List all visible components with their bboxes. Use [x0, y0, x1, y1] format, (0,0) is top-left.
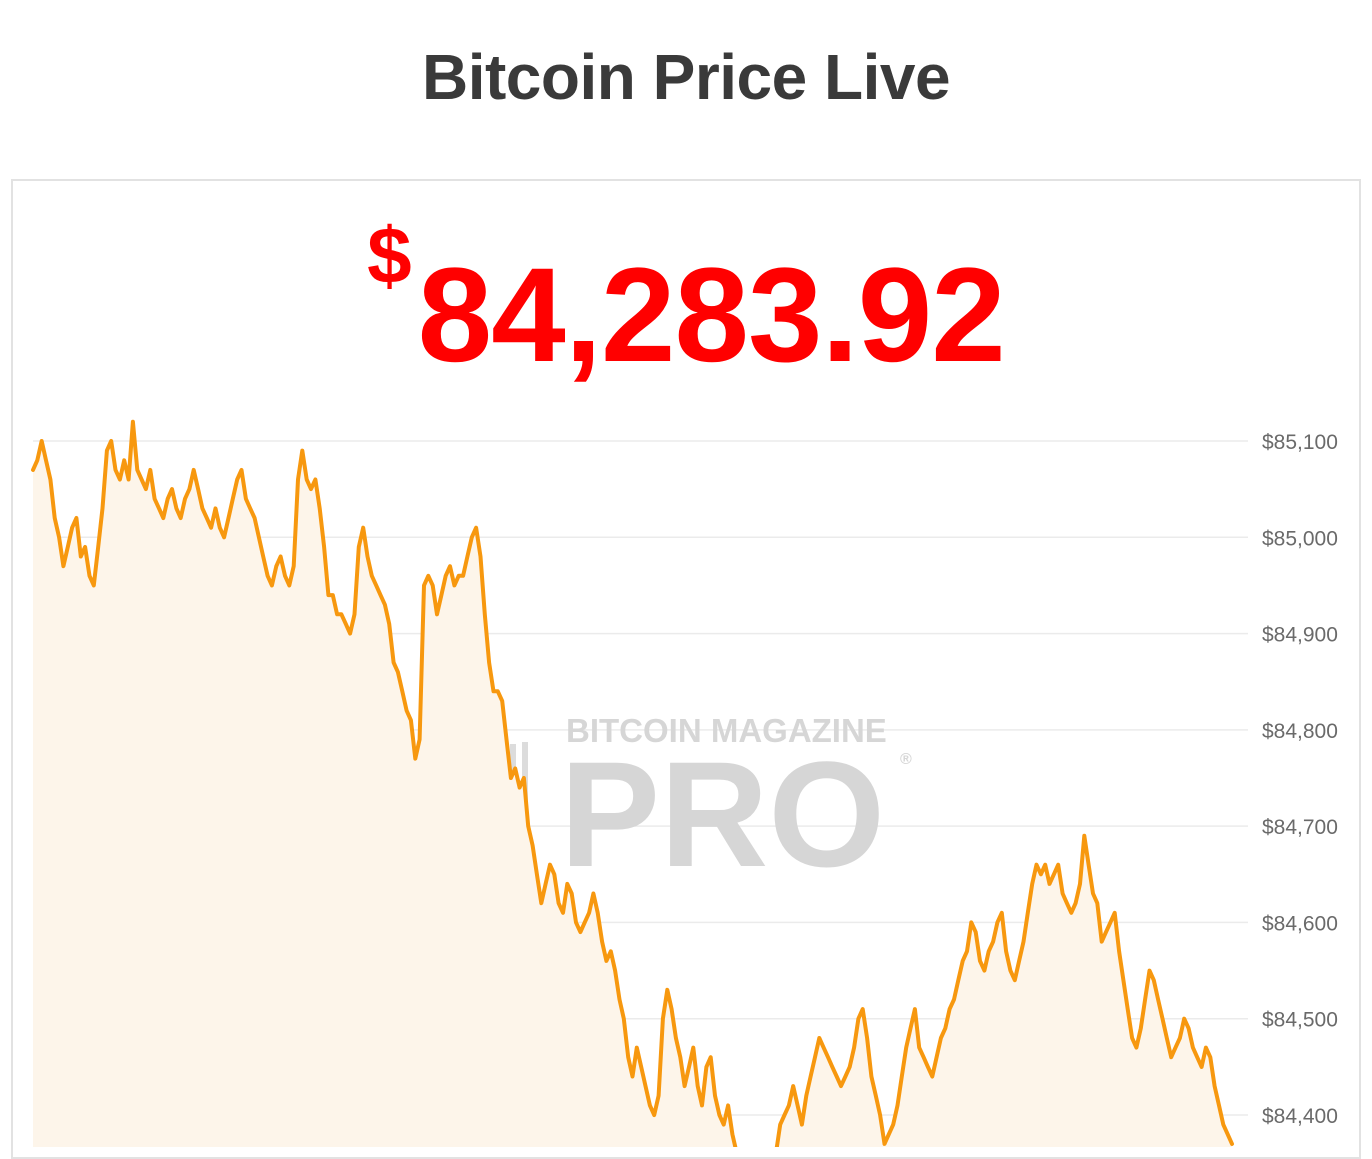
y-tick-label: $84,400	[1262, 1105, 1338, 1128]
y-axis-tick-labels: $85,100 $85,000 $84,900 $84,800 $84,700 $84,6…	[1262, 431, 1338, 1128]
y-tick-label: $84,700	[1262, 816, 1338, 839]
price-series-line	[31, 419, 1234, 1147]
watermark-line2: PRO	[560, 730, 885, 898]
y-tick-label: $84,600	[1262, 912, 1338, 935]
watermark-line1: BITCOIN MAGAZINE	[566, 712, 887, 749]
current-price: $84,283.92	[0, 210, 1372, 392]
y-tick-label: $84,800	[1262, 720, 1338, 743]
y-tick-label: $84,900	[1262, 624, 1338, 647]
price-value: 84,283.92	[417, 241, 1006, 390]
watermark-registered-mark: ®	[900, 751, 912, 768]
currency-symbol: $	[367, 211, 412, 300]
y-tick-label: $84,500	[1262, 1009, 1338, 1032]
page-title: Bitcoin Price Live	[421, 41, 951, 113]
y-tick-label: $85,100	[1262, 431, 1338, 454]
y-tick-label: $85,000	[1262, 527, 1338, 550]
